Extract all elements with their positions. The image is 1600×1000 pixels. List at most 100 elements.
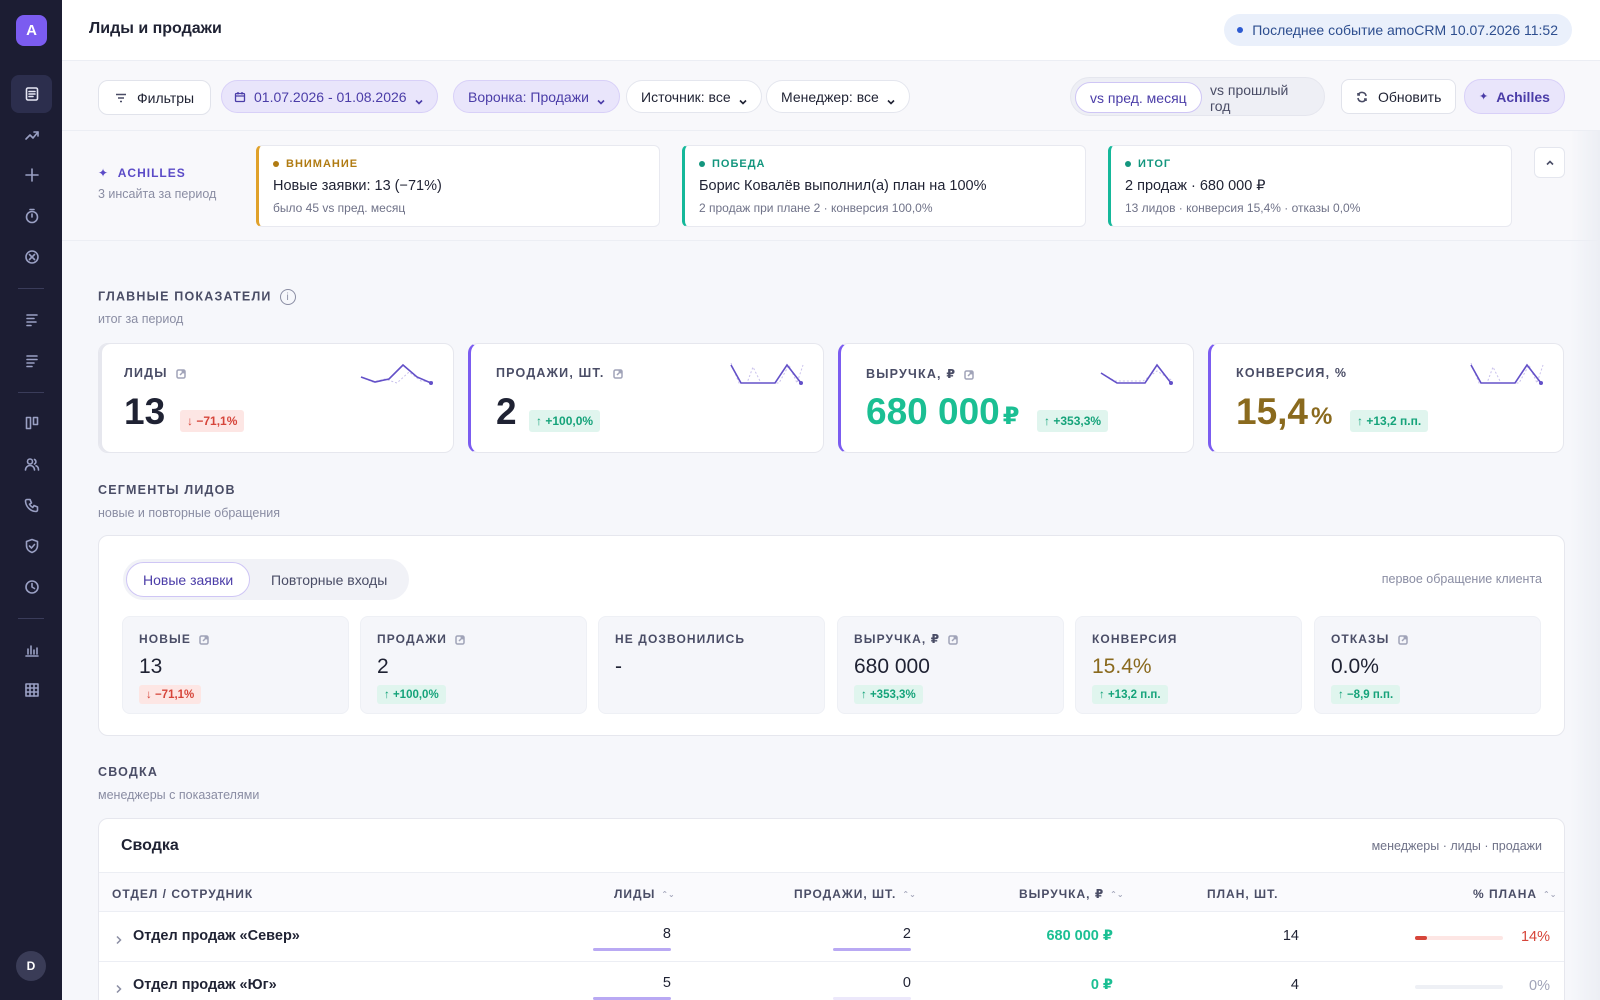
metric-value: 15.4% [1092,655,1152,678]
sparkle-icon: ✦ [98,166,118,180]
kpi-section-subtitle: итог за период [98,312,184,326]
kpi-label: ПРОДАЖИ, ШТ. [496,366,623,380]
external-link-icon[interactable] [612,368,623,379]
column-header-sales[interactable]: ПРОДАЖИ, ШТ. ⌃⌄ [794,887,916,901]
calendar-icon [234,91,246,102]
segment-tabs: Новые заявки Повторные входы [123,559,409,600]
insight-tag: ПОБЕДА [699,158,1071,170]
info-icon[interactable]: i [279,289,296,305]
top-bar: Лиды и продажи Последнее событие amoCRM … [62,0,1600,61]
metric-value: 13 [139,655,163,678]
table-row[interactable]: Отдел продаж «Север» 8 2 680 000 ₽ 14 14… [99,913,1564,962]
plan-value: 14 [1282,928,1299,944]
kpi-label: ВЫРУЧКА, ₽ [866,366,975,381]
summary-table-title: Сводка [121,837,179,854]
tab-repeat-leads[interactable]: Повторные входы [271,571,388,588]
kpi-value: 2 [496,391,517,432]
department-name: Отдел продаж «Юг» [133,977,277,993]
kpi-card-leads[interactable]: ЛИДЫ 13 ↓ −71,1% [98,343,454,453]
table-row[interactable]: Отдел продаж «Юг» 5 0 0 ₽ 4 0% [99,962,1564,1000]
users-icon[interactable] [11,445,52,483]
trend-icon[interactable] [11,116,52,154]
chevron-right-icon[interactable] [115,981,123,994]
column-header-department[interactable]: ОТДЕЛ / СОТРУДНИК [112,887,254,901]
external-link-icon[interactable] [948,634,958,645]
insight-tag: ИТОГ [1125,158,1497,170]
external-link-icon[interactable] [1397,634,1408,645]
shield-icon[interactable] [11,527,52,565]
filter-bar: Фильтры 01.07.2026 - 01.08.2026 Воронка:… [62,61,1600,131]
external-link-icon[interactable] [964,369,975,380]
kpi-card-revenue[interactable]: ВЫРУЧКА, ₽ 680 000 ₽ ↑ +353,3% [838,343,1194,453]
metric-delta: ↑ +13,2 п.п. [1092,685,1168,704]
kpi-delta: ↓ −71,1% [180,410,245,432]
grid-icon[interactable] [11,671,52,709]
external-link-icon[interactable] [175,368,186,379]
funnel-select[interactable]: Воронка: Продажи [453,80,620,113]
metric-value: 0.0% [1331,655,1379,678]
chevron-up-icon [1545,159,1554,165]
kpi-label: КОНВЕРСИЯ, % [1236,366,1348,380]
timer-icon[interactable] [11,197,52,235]
revenue-value: 680 000 ₽ [1046,928,1113,944]
app-logo[interactable]: A [16,15,47,46]
compare-prev-year[interactable]: vs прошлый год [1210,81,1289,114]
plan-progress [1415,936,1503,940]
bars-left-alt-icon[interactable] [11,342,52,380]
kpi-value: 680 000 ₽ [866,391,1020,432]
date-range-picker[interactable]: 01.07.2026 - 01.08.2026 [221,80,438,113]
refresh-button[interactable]: Обновить [1341,79,1457,114]
insight-card-warning[interactable]: ВНИМАНИЕ Новые заявки: 13 (−71%) было 45… [256,145,660,227]
kpi-card-conversion[interactable]: КОНВЕРСИЯ, % 15,4% ↑ +13,2 п.п. [1208,343,1564,453]
insights-subtitle: 3 инсайта за период [98,187,217,201]
kpi-card-sales[interactable]: ПРОДАЖИ, ШТ. 2 ↑ +100,0% [468,343,824,453]
segment-metric-revenue[interactable]: ВЫРУЧКА, ₽ 680 000 ↑ +353,3% [837,616,1064,714]
metric-delta: ↑ −8,9 п.п. [1331,685,1401,704]
insight-card-total[interactable]: ИТОГ 2 продаж · 680 000 ₽ 13 лидов · кон… [1108,145,1512,227]
leads-value: 5 [662,975,671,991]
achilles-button[interactable]: ✦ Achilles [1464,79,1565,114]
segment-metric-refusals[interactable]: ОТКАЗЫ 0.0% ↑ −8,9 п.п. [1314,616,1541,714]
kpi-delta: ↑ +13,2 п.п. [1350,410,1429,432]
metric-delta: ↑ +100,0% [377,685,446,704]
metric-label: ОТКАЗЫ [1331,632,1524,646]
manager-select[interactable]: Менеджер: все [766,80,910,113]
compare-prev-month[interactable]: vs пред. месяц [1075,82,1202,113]
summary-table: Сводка менеджеры · лиды · продажи ОТДЕЛ … [98,818,1565,1000]
bar-chart-icon[interactable] [11,631,52,669]
segment-metric-conversion[interactable]: КОНВЕРСИЯ 15.4% ↑ +13,2 п.п. [1075,616,1302,714]
insight-title: Борис Ковалёв выполнил(а) план на 100% [699,178,987,194]
external-link-icon[interactable] [455,634,465,645]
page-title: Лиды и продажи [89,20,222,37]
collapse-insights-button[interactable] [1534,147,1565,178]
insight-title: Новые заявки: 13 (−71%) [273,178,442,194]
column-header-plan-pct[interactable]: % ПЛАНА ⌃⌄ [1473,887,1557,901]
tab-new-leads[interactable]: Новые заявки [126,562,251,597]
close-circle-icon[interactable] [11,238,52,276]
filters-button[interactable]: Фильтры [98,80,212,115]
column-header-leads[interactable]: ЛИДЫ ⌃⌄ [614,887,675,901]
insight-subtitle: было 45 vs пред. месяц [273,201,406,215]
segment-metric-sales[interactable]: ПРОДАЖИ 2 ↑ +100,0% [360,616,587,714]
source-select[interactable]: Источник: все [626,80,762,113]
column-header-revenue[interactable]: ВЫРУЧКА, ₽ ⌃⌄ [1019,887,1124,901]
sort-icon: ⌃⌄ [1110,889,1124,899]
phone-icon[interactable] [11,486,52,524]
sort-icon: ⌃⌄ [902,889,916,899]
date-range-value: 01.07.2026 - 01.08.2026 [254,88,407,105]
kpi-delta: ↑ +353,3% [1037,410,1109,432]
kanban-icon[interactable] [11,404,52,442]
segment-metric-missed[interactable]: НЕ ДОЗВОНИЛИСЬ - [598,616,825,714]
column-header-plan[interactable]: ПЛАН, ШТ. [1207,887,1279,901]
revenue-value: 0 ₽ [1090,977,1113,993]
document-icon[interactable] [11,75,52,113]
bars-left-icon[interactable] [11,301,52,339]
clock-icon[interactable] [11,568,52,606]
chevron-right-icon[interactable] [115,932,123,945]
plus-icon[interactable] [11,156,52,194]
last-event-badge: Последнее событие amoCRM 10.07.2026 11:5… [1224,14,1572,46]
segment-metric-new[interactable]: НОВЫЕ 13 ↓ −71,1% [122,616,349,714]
user-avatar[interactable]: D [16,951,46,981]
insight-card-win[interactable]: ПОБЕДА Борис Ковалёв выполнил(а) план на… [682,145,1086,227]
external-link-icon[interactable] [199,634,209,645]
